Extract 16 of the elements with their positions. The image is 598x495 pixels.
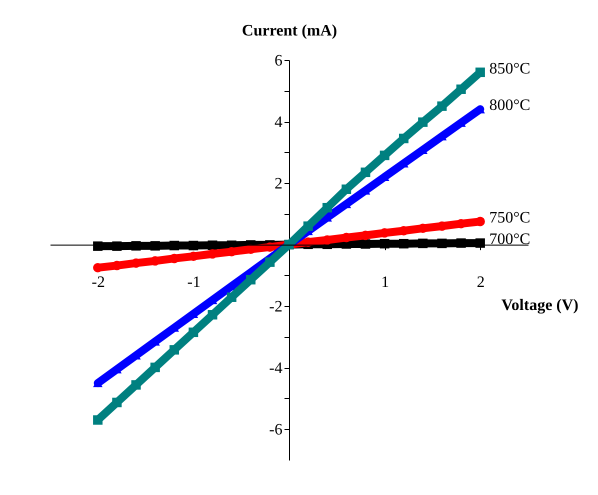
- y-tick-label: 4: [274, 114, 282, 132]
- series-label: 700°C: [489, 231, 530, 248]
- y-tick-label: 2: [274, 176, 282, 193]
- y-tick-label: -6: [269, 422, 282, 439]
- series-label: 800°C: [489, 97, 530, 114]
- series-label: 850°C: [489, 60, 530, 78]
- x-tick-label: -2: [92, 274, 105, 292]
- y-axis-title: Current (mA): [242, 22, 338, 40]
- x-tick-label: 2: [476, 274, 485, 292]
- y-tick-label: -2: [269, 298, 282, 316]
- series-label: 750°C: [489, 210, 530, 227]
- x-tick-label: 1: [381, 274, 390, 292]
- y-tick-label: 6: [274, 52, 282, 70]
- x-axis-title: Voltage (V): [501, 297, 578, 314]
- x-tick-label: -1: [187, 274, 201, 292]
- y-tick-label: -4: [269, 360, 282, 378]
